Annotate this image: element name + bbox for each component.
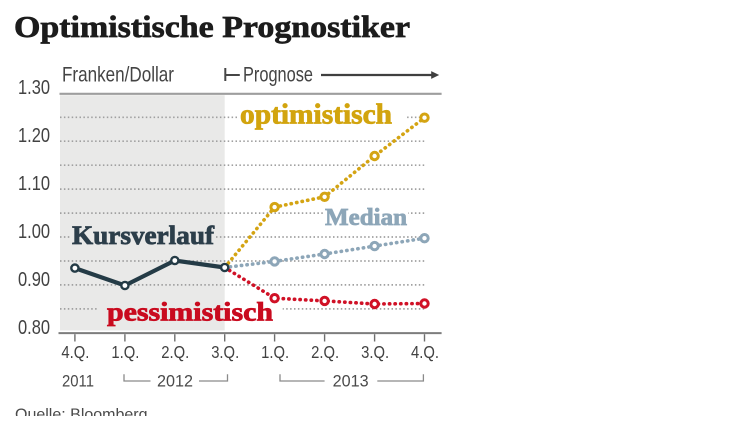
svg-text:1.Q.: 1.Q. [261, 342, 289, 362]
svg-text:3.Q.: 3.Q. [211, 342, 239, 362]
svg-text:Franken/Dollar: Franken/Dollar [62, 64, 174, 87]
svg-text:Kursverlauf: Kursverlauf [72, 221, 214, 250]
svg-text:4.Q.: 4.Q. [61, 342, 89, 362]
svg-text:2013: 2013 [333, 372, 369, 391]
svg-text:2.Q.: 2.Q. [311, 342, 339, 362]
svg-text:optimistisch: optimistisch [240, 99, 392, 130]
svg-text:2.Q.: 2.Q. [161, 342, 189, 362]
svg-text:Median: Median [325, 204, 407, 231]
svg-text:Optimistische Prognostiker: Optimistische Prognostiker [14, 9, 410, 44]
svg-text:Prognose: Prognose [243, 64, 313, 87]
svg-text:2011: 2011 [62, 372, 94, 391]
svg-text:1.30: 1.30 [18, 77, 50, 99]
svg-text:pessimistisch: pessimistisch [107, 297, 273, 327]
svg-text:3.Q.: 3.Q. [361, 342, 389, 362]
svg-text:4.Q.: 4.Q. [411, 342, 439, 362]
svg-text:1.00: 1.00 [18, 221, 50, 243]
svg-text:1.Q.: 1.Q. [111, 342, 139, 362]
svg-text:Quelle: Bloomberg: Quelle: Bloomberg [15, 407, 148, 417]
svg-text:2012: 2012 [157, 372, 193, 391]
svg-text:0.80: 0.80 [18, 317, 50, 339]
svg-text:1.10: 1.10 [18, 173, 50, 195]
svg-text:0.90: 0.90 [18, 269, 50, 291]
svg-text:1.20: 1.20 [18, 125, 50, 147]
